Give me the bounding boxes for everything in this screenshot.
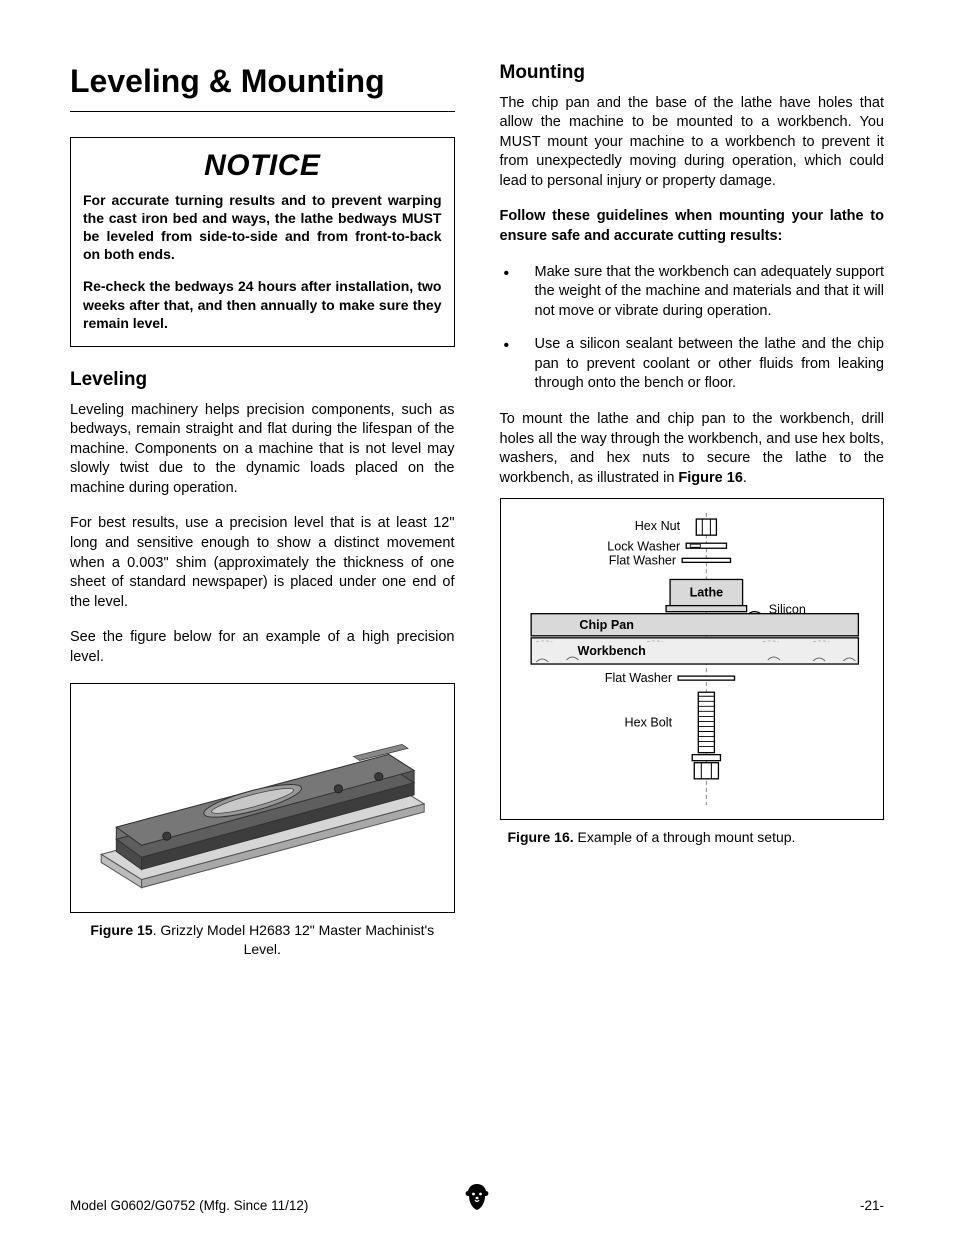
footer-page-number: -21-: [860, 1198, 884, 1213]
list-item: •Use a silicon sealant between the lathe…: [500, 335, 885, 394]
leveling-p2: For best results, use a precision level …: [70, 514, 455, 612]
label-workbench: Workbench: [577, 644, 645, 658]
footer-logo: [464, 1182, 490, 1215]
bear-logo-icon: [464, 1182, 490, 1212]
label-flat-washer-2: Flat Washer: [604, 671, 671, 685]
bullet-text-2: Use a silicon sealant between the lathe …: [535, 335, 885, 394]
bullet-icon: •: [500, 263, 535, 322]
mounting-bullets: •Make sure that the workbench can adequa…: [500, 263, 885, 394]
footer-model: Model G0602/G0752 (Mfg. Since 11/12): [70, 1198, 308, 1213]
notice-paragraph-2: Re-check the bedways 24 hours after inst…: [83, 277, 442, 332]
list-item: •Make sure that the workbench can adequa…: [500, 263, 885, 322]
figure-16-caption: Figure 16. Example of a through mount se…: [500, 828, 885, 846]
title-rule: [70, 111, 455, 112]
leveling-p3: See the figure below for an example of a…: [70, 628, 455, 667]
notice-box: NOTICE For accurate turning results and …: [70, 137, 455, 347]
precision-level-illustration: [81, 708, 444, 890]
mounting-heading: Mounting: [500, 60, 885, 86]
notice-heading: NOTICE: [83, 146, 442, 187]
mounting-p2: To mount the lathe and chip pan to the w…: [500, 410, 885, 488]
label-hex-bolt: Hex Bolt: [624, 716, 672, 730]
label-flat-washer-1: Flat Washer: [608, 554, 675, 568]
figure-16-text: Example of a through mount setup.: [574, 829, 796, 845]
mounting-p2b: Figure 16: [678, 470, 742, 486]
label-lathe: Lathe: [689, 586, 723, 600]
bullet-text-1: Make sure that the workbench can adequat…: [535, 263, 885, 322]
mounting-p2c: .: [743, 470, 747, 486]
figure-15-caption: Figure 15. Grizzly Model H2683 12" Maste…: [70, 921, 455, 957]
page-title: Leveling & Mounting: [70, 60, 455, 103]
page-footer: Model G0602/G0752 (Mfg. Since 11/12) -21…: [70, 1198, 884, 1213]
bullet-icon: •: [500, 335, 535, 394]
figure-15-text: . Grizzly Model H2683 12" Master Machini…: [153, 922, 435, 956]
figure-16-label: Figure 16.: [508, 829, 574, 845]
figure-15-label: Figure 15: [90, 922, 152, 938]
figure-15-box: [70, 683, 455, 913]
mounting-guidelines-intro: Follow these guidelines when mounting yo…: [500, 207, 885, 246]
label-hex-nut: Hex Nut: [634, 519, 680, 533]
leveling-p1: Leveling machinery helps precision compo…: [70, 401, 455, 499]
label-chip-pan: Chip Pan: [579, 618, 634, 632]
label-lock-washer: Lock Washer: [607, 539, 680, 553]
mount-diagram: Hex Nut Lock Washer Flat Washer Lathe Si…: [511, 513, 874, 805]
mounting-p1: The chip pan and the base of the lathe h…: [500, 94, 885, 192]
notice-paragraph-1: For accurate turning results and to prev…: [83, 191, 442, 264]
leveling-heading: Leveling: [70, 367, 455, 393]
figure-16-box: Hex Nut Lock Washer Flat Washer Lathe Si…: [500, 498, 885, 820]
